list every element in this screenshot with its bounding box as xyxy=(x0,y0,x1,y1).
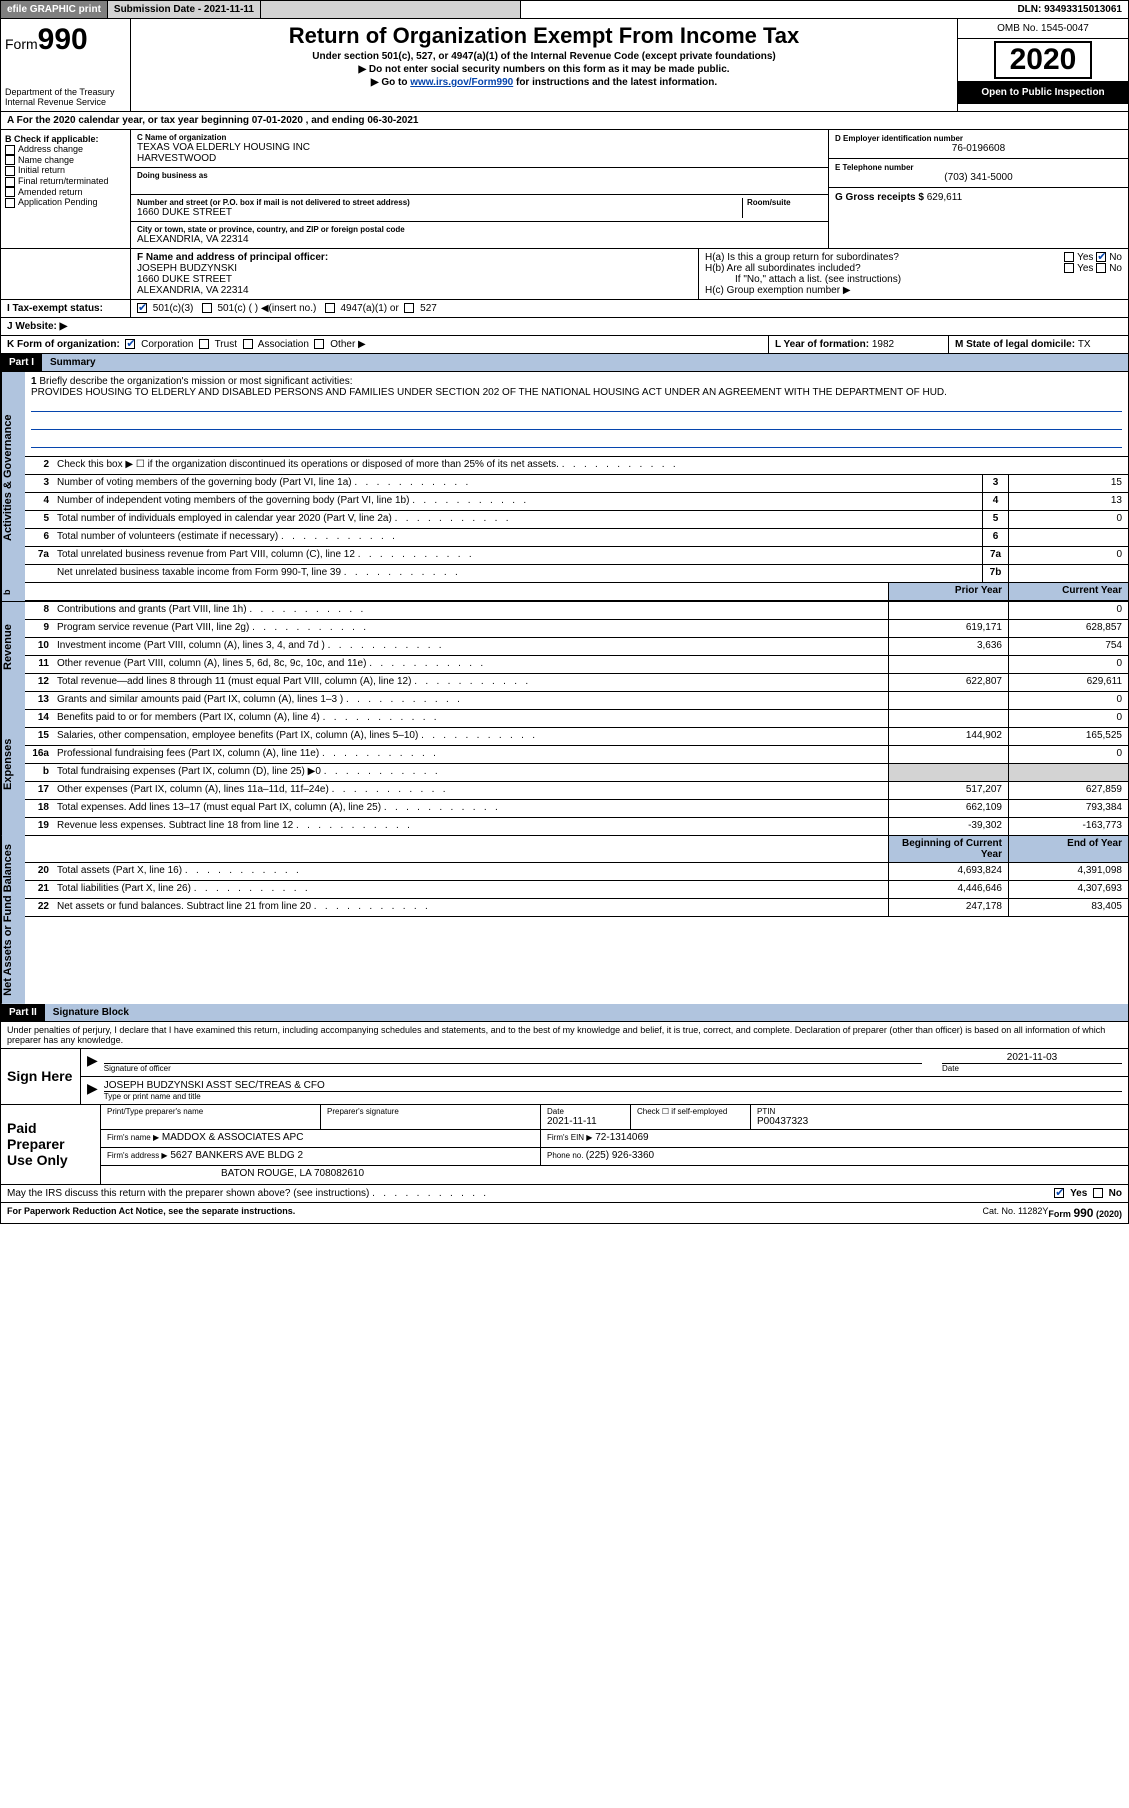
table-row: 3Number of voting members of the governi… xyxy=(25,475,1128,493)
phone-value: (703) 341-5000 xyxy=(835,172,1122,183)
prep-phone: (225) 926-3360 xyxy=(586,1150,654,1161)
section-c: C Name of organizationTEXAS VOA ELDERLY … xyxy=(131,130,828,248)
ein-value: 76-0196608 xyxy=(835,143,1122,154)
j-block: J Website: ▶ xyxy=(0,318,1129,336)
current-year-header: Current Year xyxy=(1008,583,1128,600)
form-title: Return of Organization Exempt From Incom… xyxy=(135,23,953,49)
city-address: ALEXANDRIA, VA 22314 xyxy=(137,234,822,245)
prior-year-header: Prior Year xyxy=(888,583,1008,600)
officer-name: JOSEPH BUDZYNSKI xyxy=(137,263,692,274)
penalty-text: Under penalties of perjury, I declare th… xyxy=(0,1022,1129,1049)
subtitle-3: ▶ Go to www.irs.gov/Form990 for instruct… xyxy=(135,77,953,88)
table-row: 12Total revenue—add lines 8 through 11 (… xyxy=(25,674,1128,692)
table-row: 2Check this box ▶ ☐ if the organization … xyxy=(25,457,1128,475)
identity-block: B Check if applicable: Address change Na… xyxy=(0,130,1129,249)
table-row: 18Total expenses. Add lines 13–17 (must … xyxy=(25,800,1128,818)
firm-ein: 72-1314069 xyxy=(595,1132,648,1143)
table-row: 14Benefits paid to or for members (Part … xyxy=(25,710,1128,728)
table-row: 13Grants and similar amounts paid (Part … xyxy=(25,692,1128,710)
tab-expenses: Expenses xyxy=(1,692,25,836)
line-a: A For the 2020 calendar year, or tax yea… xyxy=(0,112,1129,130)
table-row: 22Net assets or fund balances. Subtract … xyxy=(25,899,1128,917)
tab-revenue: Revenue xyxy=(1,602,25,692)
table-row: 19Revenue less expenses. Subtract line 1… xyxy=(25,818,1128,836)
form-header: Form990 Department of the Treasury Inter… xyxy=(0,19,1129,112)
officer-name-title: JOSEPH BUDZYNSKI ASST SEC/TREAS & CFO xyxy=(104,1080,1122,1092)
form-label: Form990 xyxy=(5,23,126,57)
part-1-header: Part I Summary xyxy=(0,354,1129,372)
table-row: 11Other revenue (Part VIII, column (A), … xyxy=(25,656,1128,674)
irs-link[interactable]: www.irs.gov/Form990 xyxy=(410,77,513,88)
subtitle-1: Under section 501(c), 527, or 4947(a)(1)… xyxy=(135,51,953,62)
paid-preparer-block: Paid Preparer Use Only Print/Type prepar… xyxy=(0,1105,1129,1185)
irs-label: Internal Revenue Service xyxy=(5,97,126,107)
sign-here-block: Sign Here ▶ Signature of officer 2021-11… xyxy=(0,1049,1129,1105)
corp-checkbox[interactable] xyxy=(125,339,135,349)
top-action-bar: efile GRAPHIC print Submission Date - 20… xyxy=(0,0,1129,19)
omb-number: OMB No. 1545-0047 xyxy=(958,19,1128,39)
i-block: I Tax-exempt status: 501(c)(3) 501(c) ( … xyxy=(0,300,1129,318)
begin-year-header: Beginning of Current Year xyxy=(888,836,1008,862)
tab-governance: Activities & Governance xyxy=(1,372,25,583)
table-row: 15Salaries, other compensation, employee… xyxy=(25,728,1128,746)
h-a: H(a) Is this a group return for subordin… xyxy=(705,252,1122,263)
blank-button[interactable] xyxy=(261,1,521,18)
table-row: bTotal fundraising expenses (Part IX, co… xyxy=(25,764,1128,782)
discuss-row: May the IRS discuss this return with the… xyxy=(0,1185,1129,1203)
table-row: Net unrelated business taxable income fr… xyxy=(25,565,1128,583)
page-footer: For Paperwork Reduction Act Notice, see … xyxy=(0,1203,1129,1224)
tax-year: 2020 xyxy=(958,39,1128,81)
ptin-value: P00437323 xyxy=(757,1116,1122,1127)
section-b: B Check if applicable: Address change Na… xyxy=(1,130,131,248)
table-row: 6Total number of volunteers (estimate if… xyxy=(25,529,1128,547)
sign-date: 2021-11-03 xyxy=(942,1052,1122,1064)
mission-block: 1 Briefly describe the organization's mi… xyxy=(25,372,1128,457)
table-row: 7aTotal unrelated business revenue from … xyxy=(25,547,1128,565)
k-l-m-block: K Form of organization: Corporation Trus… xyxy=(0,336,1129,354)
efile-print-button[interactable]: efile GRAPHIC print xyxy=(1,1,108,18)
dept-treasury: Department of the Treasury xyxy=(5,87,126,97)
org-name: TEXAS VOA ELDERLY HOUSING INC HARVESTWOO… xyxy=(137,142,822,164)
table-row: 8Contributions and grants (Part VIII, li… xyxy=(25,602,1128,620)
subtitle-2: ▶ Do not enter social security numbers o… xyxy=(135,64,953,75)
dln-text: DLN: 93493315013061 xyxy=(1011,1,1128,18)
501c3-checkbox[interactable] xyxy=(137,303,147,313)
table-row: 4Number of independent voting members of… xyxy=(25,493,1128,511)
submission-date-button[interactable]: Submission Date - 2021-11-11 xyxy=(108,1,261,18)
h-c: H(c) Group exemption number ▶ xyxy=(705,285,1122,296)
street-address: 1660 DUKE STREET xyxy=(137,207,742,218)
table-row: 20Total assets (Part X, line 16)4,693,82… xyxy=(25,863,1128,881)
part-2-header: Part II Signature Block xyxy=(0,1004,1129,1022)
tab-net-assets: Net Assets or Fund Balances xyxy=(1,836,25,1004)
firm-name: MADDOX & ASSOCIATES APC xyxy=(162,1132,304,1143)
table-row: 21Total liabilities (Part X, line 26)4,4… xyxy=(25,881,1128,899)
table-row: 17Other expenses (Part IX, column (A), l… xyxy=(25,782,1128,800)
no-checkbox[interactable] xyxy=(1096,252,1106,262)
h-b: H(b) Are all subordinates included? Yes … xyxy=(705,263,1122,274)
gross-receipts: G Gross receipts $ 629,611 xyxy=(829,188,1128,207)
end-year-header: End of Year xyxy=(1008,836,1128,862)
discuss-yes-checkbox[interactable] xyxy=(1054,1188,1064,1198)
open-public-badge: Open to Public Inspection xyxy=(958,81,1128,104)
table-row: 16aProfessional fundraising fees (Part I… xyxy=(25,746,1128,764)
table-row: 10Investment income (Part VIII, column (… xyxy=(25,638,1128,656)
table-row: 9Program service revenue (Part VIII, lin… xyxy=(25,620,1128,638)
table-row: 5Total number of individuals employed in… xyxy=(25,511,1128,529)
f-h-block: F Name and address of principal officer:… xyxy=(0,249,1129,300)
